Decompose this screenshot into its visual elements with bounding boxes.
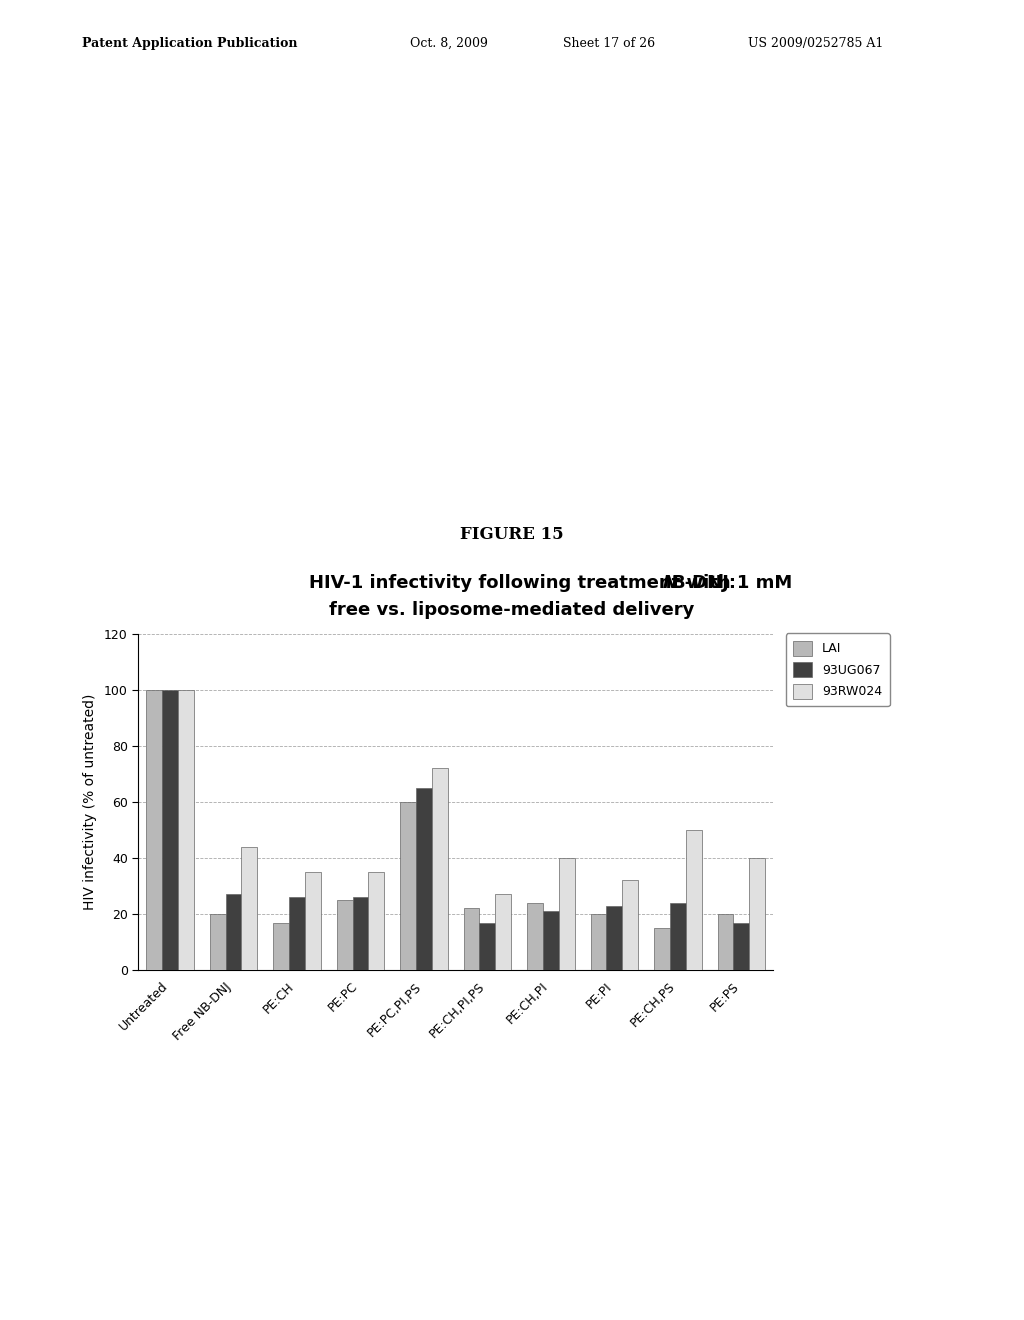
Bar: [559, 858, 574, 970]
Bar: [337, 900, 352, 970]
Bar: [623, 880, 638, 970]
Text: Oct. 8, 2009: Oct. 8, 2009: [410, 37, 487, 50]
Bar: [464, 908, 479, 970]
Text: N: N: [663, 574, 678, 593]
Legend: LAI, 93UG067, 93RW024: LAI, 93UG067, 93RW024: [785, 634, 890, 706]
Bar: [162, 689, 178, 970]
Bar: [305, 873, 321, 970]
Text: Sheet 17 of 26: Sheet 17 of 26: [563, 37, 655, 50]
Bar: [686, 830, 701, 970]
Bar: [654, 928, 670, 970]
Bar: [400, 801, 416, 970]
Bar: [416, 788, 432, 970]
Text: Patent Application Publication: Patent Application Publication: [82, 37, 297, 50]
Bar: [750, 858, 765, 970]
Bar: [606, 906, 623, 970]
Bar: [225, 895, 242, 970]
Bar: [718, 913, 733, 970]
Bar: [479, 923, 496, 970]
Text: free vs. liposome-mediated delivery: free vs. liposome-mediated delivery: [330, 601, 694, 619]
Text: HIV-1 infectivity following treatment with 1 mM: HIV-1 infectivity following treatment wi…: [309, 574, 799, 593]
Bar: [242, 847, 257, 970]
Bar: [369, 873, 384, 970]
Bar: [733, 923, 750, 970]
Bar: [146, 689, 162, 970]
Bar: [670, 903, 686, 970]
Bar: [591, 913, 606, 970]
Bar: [289, 898, 305, 970]
Bar: [496, 895, 511, 970]
Bar: [543, 911, 559, 970]
Bar: [527, 903, 543, 970]
Text: FIGURE 15: FIGURE 15: [460, 527, 564, 543]
Bar: [352, 898, 369, 970]
Text: B-DNJ:: B-DNJ:: [671, 574, 736, 593]
Y-axis label: HIV infectivity (% of untreated): HIV infectivity (% of untreated): [83, 694, 97, 909]
Bar: [210, 913, 225, 970]
Bar: [273, 923, 289, 970]
Text: US 2009/0252785 A1: US 2009/0252785 A1: [748, 37, 883, 50]
Bar: [178, 689, 194, 970]
Bar: [432, 768, 447, 970]
